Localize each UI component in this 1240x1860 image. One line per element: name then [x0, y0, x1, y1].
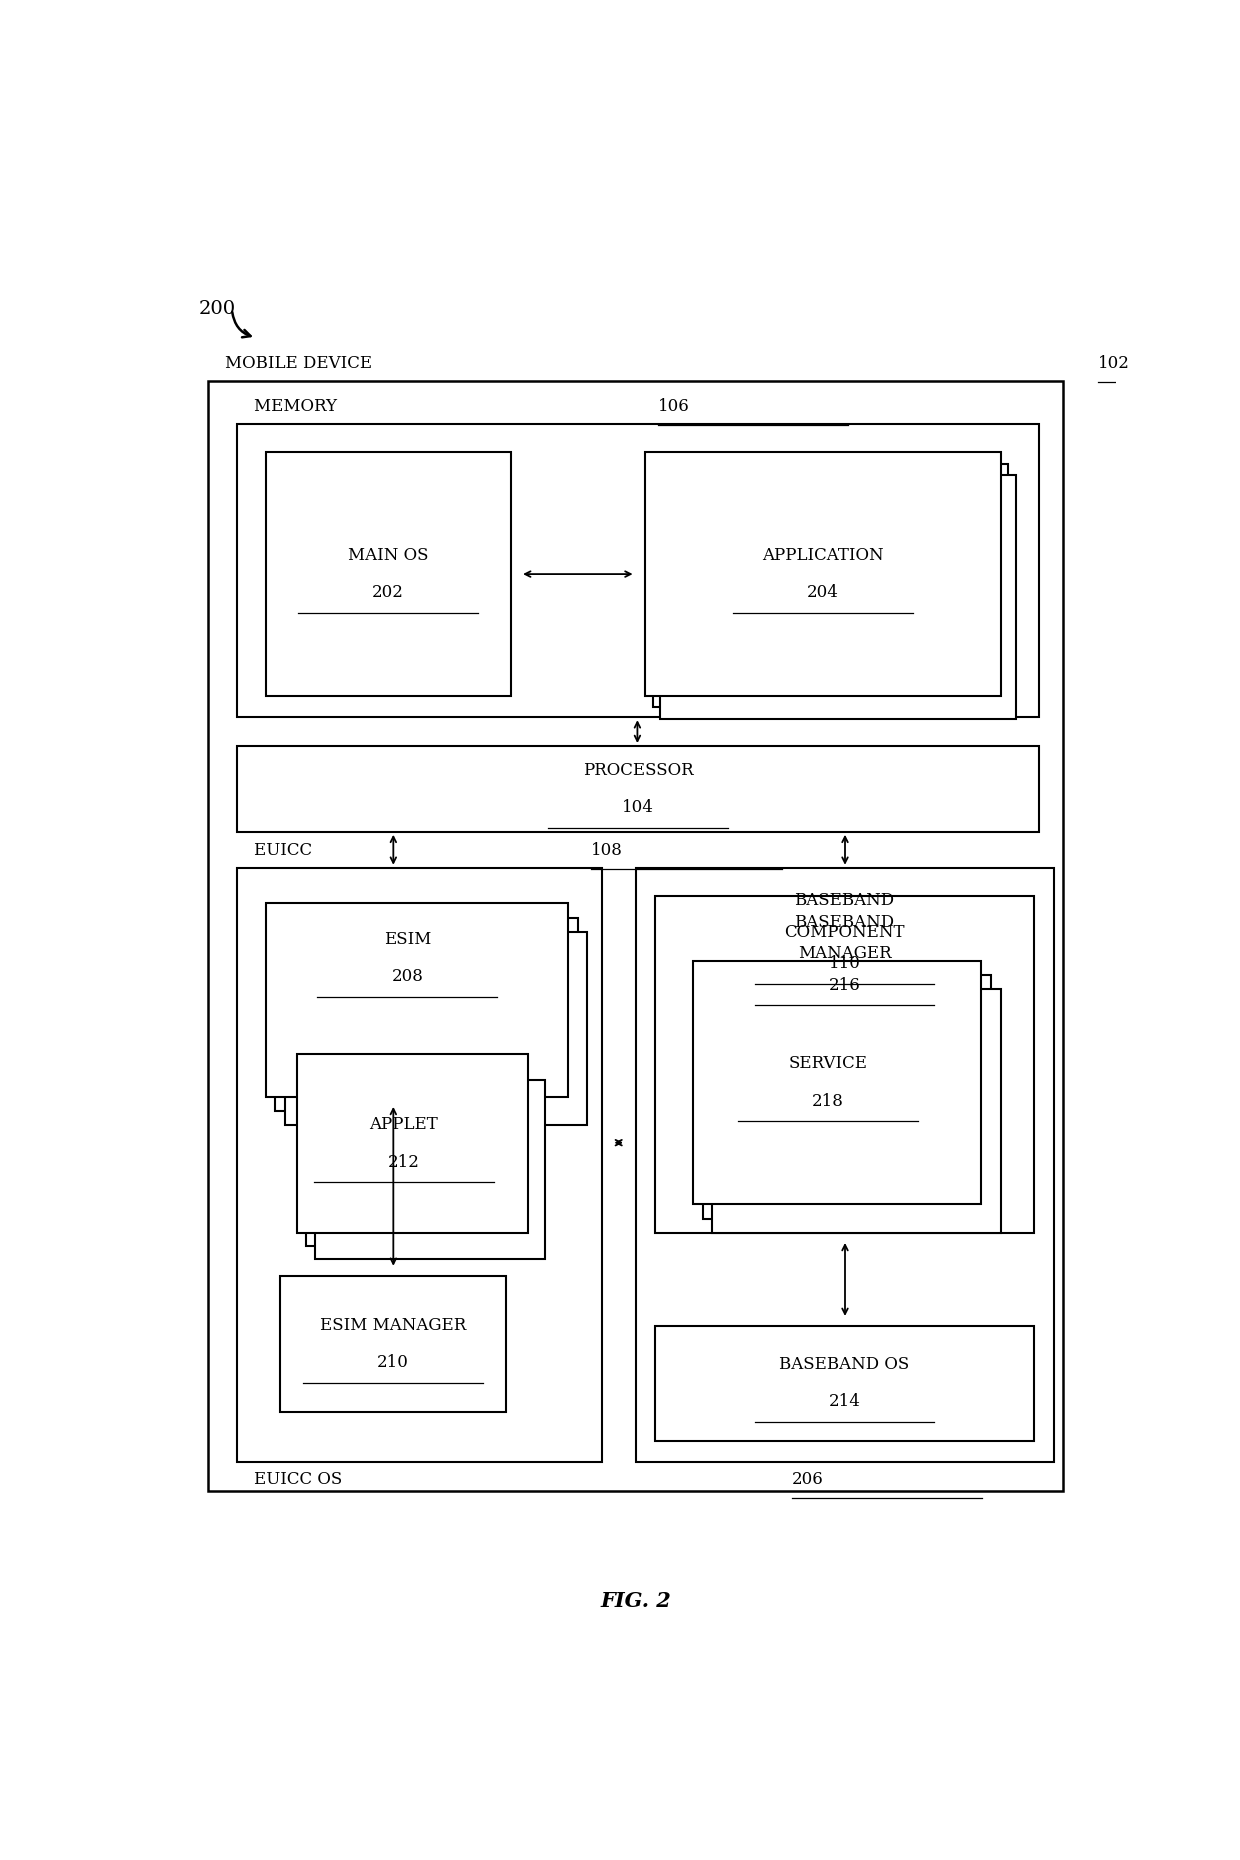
Text: MOBILE DEVICE: MOBILE DEVICE: [226, 355, 377, 372]
Text: EUICC: EUICC: [254, 843, 317, 859]
Bar: [661, 476, 1016, 718]
Text: 108: 108: [591, 843, 624, 859]
Text: 200: 200: [198, 299, 236, 318]
Text: 106: 106: [658, 398, 689, 415]
Bar: [265, 452, 511, 696]
Bar: [315, 1079, 546, 1259]
Text: MEMORY: MEMORY: [254, 398, 342, 415]
Bar: [693, 962, 982, 1203]
Text: 104: 104: [622, 800, 653, 817]
Bar: [703, 975, 991, 1218]
Bar: [280, 1276, 506, 1412]
Bar: [208, 381, 1063, 1490]
Bar: [713, 990, 1001, 1233]
Text: 218: 218: [812, 1092, 843, 1110]
Text: APPLICATION: APPLICATION: [763, 547, 884, 564]
Bar: [265, 904, 568, 1097]
Text: EUICC OS: EUICC OS: [254, 1471, 347, 1488]
Bar: [298, 1055, 528, 1233]
Text: SERVICE: SERVICE: [789, 1055, 867, 1073]
Bar: [237, 746, 1039, 831]
Bar: [275, 917, 578, 1110]
Text: 212: 212: [388, 1153, 420, 1170]
Bar: [655, 1326, 1034, 1440]
Bar: [645, 452, 1001, 696]
Text: MAIN OS: MAIN OS: [347, 547, 428, 564]
Bar: [652, 463, 1008, 707]
Text: COMPONENT: COMPONENT: [784, 924, 905, 941]
Text: 214: 214: [828, 1393, 861, 1410]
Text: 206: 206: [792, 1471, 823, 1488]
Bar: [237, 424, 1039, 718]
Bar: [306, 1068, 537, 1246]
Text: FIG. 2: FIG. 2: [600, 1590, 671, 1611]
Text: 102: 102: [1097, 355, 1130, 372]
Bar: [635, 867, 1054, 1462]
Text: BASEBAND: BASEBAND: [795, 893, 894, 910]
Bar: [237, 867, 601, 1462]
Text: 204: 204: [807, 584, 838, 601]
Text: PROCESSOR: PROCESSOR: [583, 763, 693, 779]
Text: APPLET: APPLET: [370, 1116, 438, 1133]
Text: 208: 208: [392, 967, 423, 986]
Text: ESIM: ESIM: [383, 930, 432, 949]
Text: ESIM MANAGER: ESIM MANAGER: [320, 1317, 466, 1334]
Text: 216: 216: [828, 976, 861, 993]
Bar: [285, 932, 588, 1125]
Text: 210: 210: [377, 1354, 409, 1371]
Text: MANAGER: MANAGER: [797, 945, 892, 962]
Bar: [655, 897, 1034, 1233]
Text: 202: 202: [372, 584, 404, 601]
Text: BASEBAND OS: BASEBAND OS: [780, 1356, 910, 1373]
Text: BASEBAND: BASEBAND: [795, 913, 894, 930]
Text: 110: 110: [828, 956, 861, 973]
